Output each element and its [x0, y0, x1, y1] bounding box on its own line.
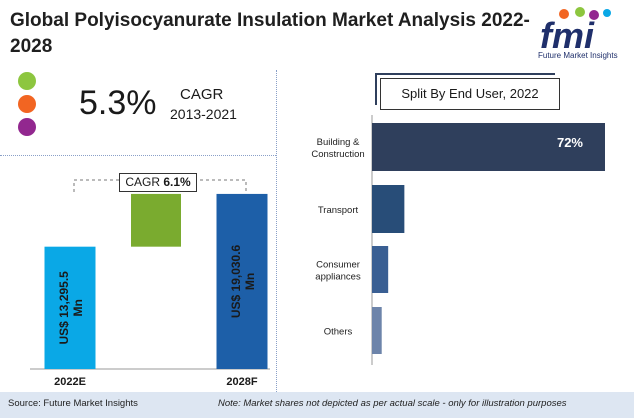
size-bar-2028F	[216, 193, 268, 369]
legend-dot-orange	[18, 95, 36, 113]
legend-dot-purple	[18, 118, 36, 136]
section-divider-horizontal	[0, 155, 276, 156]
category-label: Consumer appliances	[315, 260, 361, 283]
legend-dot-green	[18, 72, 36, 90]
share-bar-data-label: 72%	[557, 135, 583, 150]
footer-note: Note: Market shares not depicted as per …	[218, 398, 567, 409]
logo-dot-blue	[603, 9, 611, 17]
increment-bar	[131, 193, 181, 247]
logo-mark: fmi	[540, 7, 611, 52]
end-user-split-chart: 72% Building & Construction Transport Consum…	[311, 115, 605, 365]
split-chart-title: Split By End User, 2022	[380, 78, 560, 110]
size-bar-2022E	[44, 246, 96, 369]
cagr-label: CAGR	[180, 86, 224, 103]
category-label: Building & Construction	[311, 137, 364, 160]
cagr-period: 2013-2021	[170, 106, 237, 122]
size-bar-value-label: US$ 13,295.5Mn	[57, 271, 85, 345]
cagr-bracket-text: CAGR	[125, 175, 160, 189]
category-label: Transport	[318, 205, 359, 216]
x-tick-label: 2022E	[54, 376, 86, 388]
share-bar	[372, 307, 382, 354]
cagr-value: 5.3%	[79, 84, 157, 122]
page-title: Global Polyisocyanurate Insulation Marke…	[10, 10, 530, 57]
section-divider-vertical	[276, 70, 277, 400]
market-size-chart: US$ 13,295.5Mn 2022E US$ 19,030.6Mn 2028F	[30, 179, 270, 388]
cagr-bracket-value: 6.1%	[163, 175, 191, 189]
share-bar	[372, 246, 389, 293]
x-tick-label: 2028F	[226, 376, 257, 388]
logo-tagline: Future Market Insights	[538, 51, 618, 60]
logo-dot-orange	[559, 9, 569, 19]
footer: Source: Future Market Insights Note: Mar…	[0, 392, 634, 418]
size-bar-value-label: US$ 19,030.6Mn	[229, 244, 257, 318]
fmi-logo: fmi Future Market Insights	[536, 6, 628, 64]
share-bar	[372, 123, 605, 171]
logo-word: fmi	[540, 15, 595, 52]
cagr-bracket-label: CAGR 6.1%	[119, 173, 197, 192]
logo-dot-green	[575, 7, 585, 17]
share-bar	[372, 185, 405, 233]
footer-source: Source: Future Market Insights	[8, 398, 138, 409]
category-label: Others	[324, 327, 353, 338]
logo-dot-purple	[589, 10, 599, 20]
